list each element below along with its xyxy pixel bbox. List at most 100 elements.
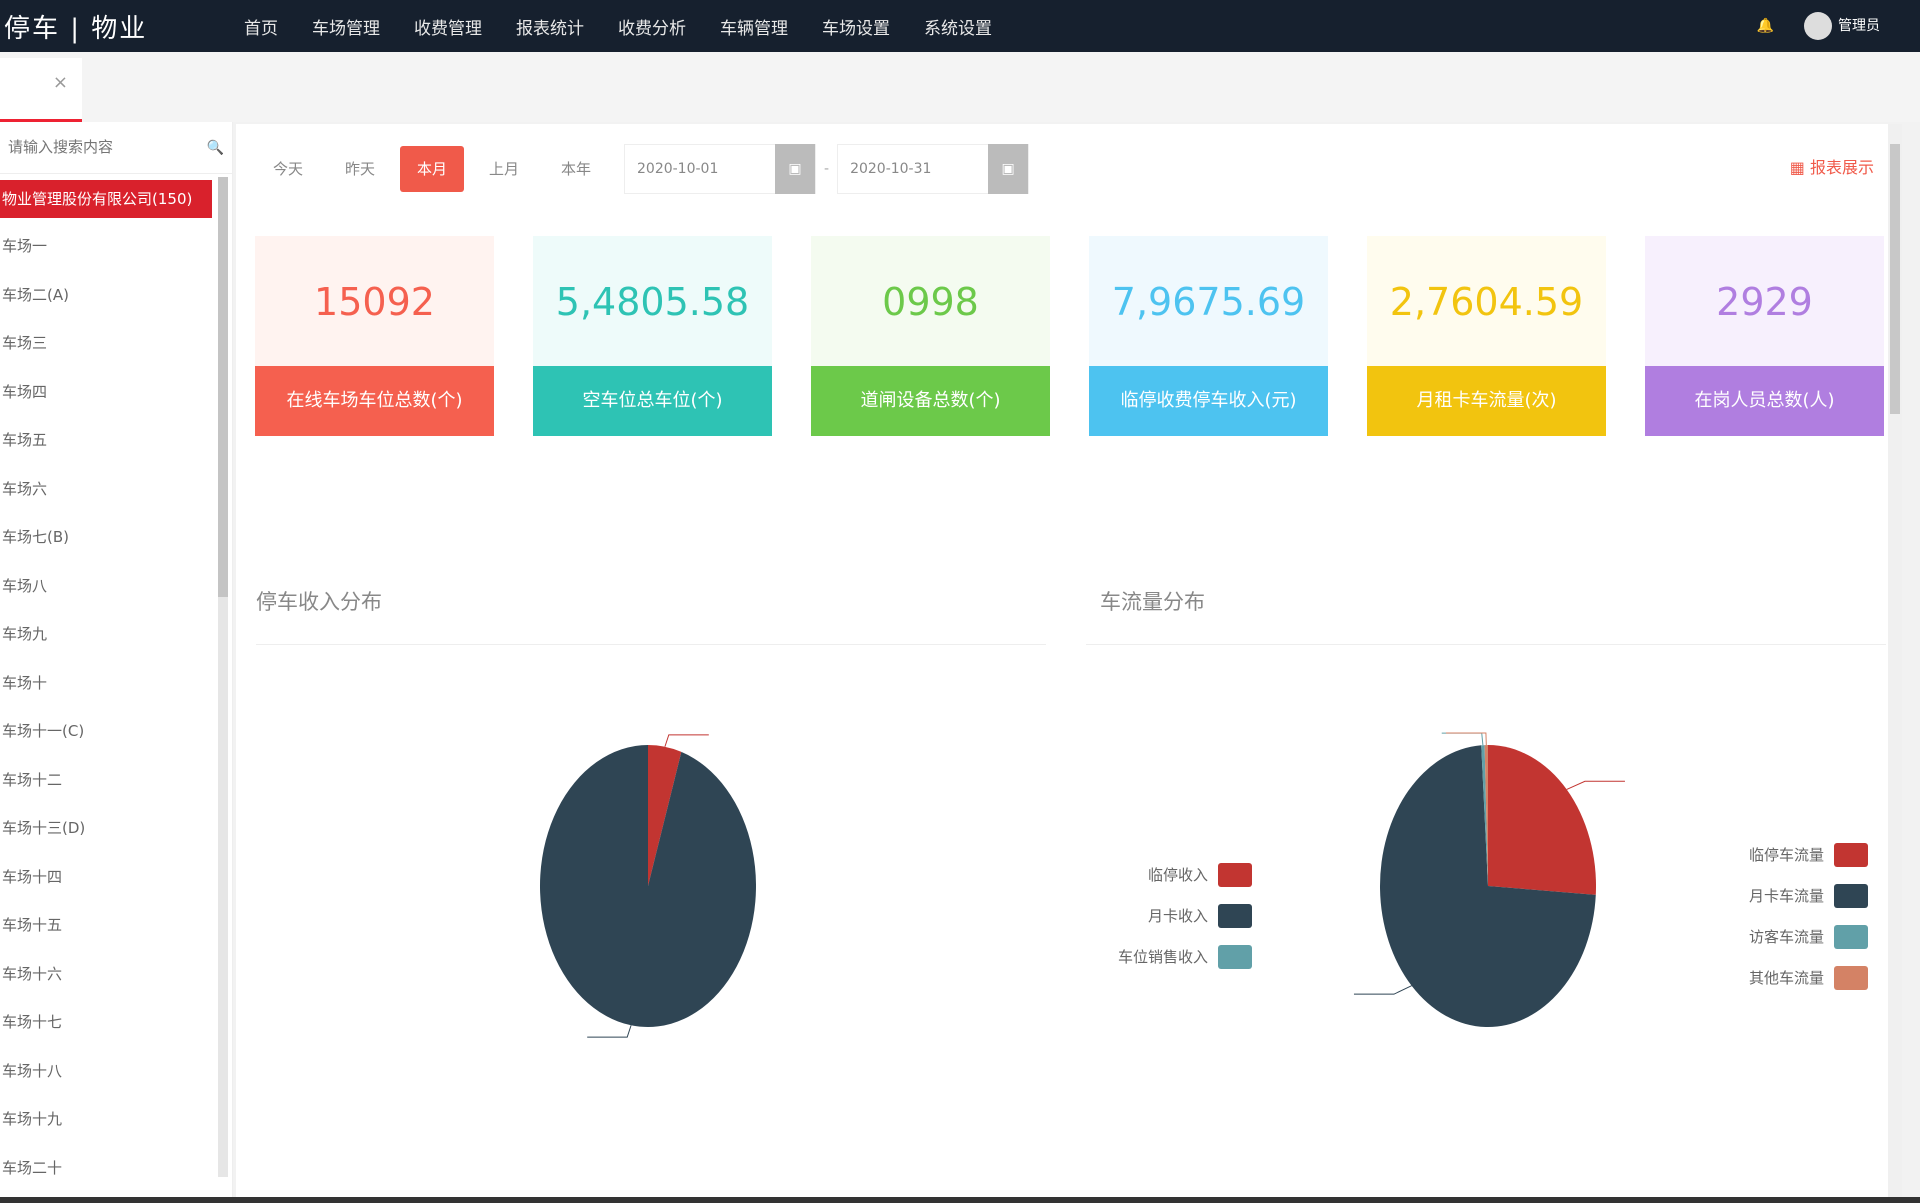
- legend-item[interactable]: 临停收入: [1118, 854, 1252, 895]
- pie-chart-income: [540, 734, 756, 1038]
- sidebar-item[interactable]: 车场十一(C): [2, 722, 85, 740]
- date-toolbar: 今天 昨天 本月 上月 本年 2020-10-01 ▣ -2020-10-31 ▣: [256, 144, 1030, 194]
- stat-label: 空车位总车位(个): [533, 366, 772, 436]
- stat-card[interactable]: 15092 在线车场车位总数(个): [255, 236, 494, 436]
- calendar-icon[interactable]: ▣: [775, 144, 815, 194]
- legend-label: 月卡车流量: [1748, 887, 1824, 905]
- tab-bar: ×: [0, 52, 1920, 122]
- stat-label: 在线车场车位总数(个): [255, 366, 494, 436]
- nav-item[interactable]: 首页: [244, 18, 278, 39]
- sidebar-item[interactable]: 车场十: [2, 673, 48, 692]
- chart-title-income: 停车收入分布: [256, 590, 382, 614]
- legend-swatch: [1218, 944, 1252, 969]
- pie-slice-0[interactable]: [1488, 745, 1596, 895]
- legend-item[interactable]: 月卡收入: [1118, 895, 1252, 936]
- legend-label: 临停车流量: [1748, 846, 1824, 864]
- pie-slice-0[interactable]: [648, 745, 682, 886]
- main-scrollbar[interactable]: [1888, 124, 1902, 1197]
- pie-slice-2[interactable]: [1481, 745, 1488, 886]
- report-label: 报表展示: [1809, 158, 1874, 177]
- sidebar-search: 🔍: [0, 122, 232, 174]
- stat-card[interactable]: 2929 在岗人员总数(人): [1645, 236, 1884, 436]
- date-range-button[interactable]: 上月: [488, 160, 519, 178]
- date-range-button[interactable]: 本月: [400, 146, 464, 192]
- stat-card[interactable]: 5,4805.58 空车位总车位(个): [533, 236, 772, 436]
- sidebar-item[interactable]: 物业管理股份有限公司(150): [0, 180, 212, 218]
- legend-label: 临停收入: [1147, 866, 1208, 884]
- stat-value: 7,9675.69: [1089, 236, 1328, 366]
- legend-item[interactable]: 其他车流量: [1749, 957, 1868, 998]
- sidebar-item[interactable]: 车场二(A): [2, 285, 69, 304]
- nav-item[interactable]: 车辆管理: [720, 18, 788, 39]
- nav-item[interactable]: 收费分析: [618, 18, 686, 39]
- legend-swatch: [1218, 903, 1252, 928]
- search-input[interactable]: [8, 139, 178, 156]
- legend-label: 月卡收入: [1147, 907, 1208, 925]
- stat-value: 2929: [1645, 236, 1884, 366]
- legend-item[interactable]: 临停车流量: [1749, 834, 1868, 875]
- legend-item[interactable]: 月卡车流量: [1749, 875, 1868, 916]
- sidebar-item[interactable]: 车场十四: [2, 867, 63, 886]
- end-date-input[interactable]: 2020-10-31 ▣: [837, 144, 1030, 194]
- sidebar-item[interactable]: 车场十五: [2, 916, 63, 934]
- stat-label: 在岗人员总数(人): [1645, 366, 1884, 436]
- date-range-button[interactable]: 昨天: [344, 160, 375, 178]
- sidebar-item[interactable]: 车场二十: [2, 1158, 63, 1177]
- sidebar-item[interactable]: 车场四: [2, 382, 48, 401]
- bell-icon[interactable]: 🔔: [1756, 18, 1774, 34]
- pie-label-line: [1441, 732, 1484, 746]
- legend-item[interactable]: 访客车流量: [1749, 916, 1868, 957]
- start-date-input[interactable]: 2020-10-01 ▣: [624, 144, 816, 194]
- date-range-button[interactable]: 本年: [560, 160, 591, 178]
- sidebar-item[interactable]: 车场八: [2, 576, 48, 595]
- legend-swatch: [1834, 883, 1868, 908]
- nav-item[interactable]: 车场设置: [822, 18, 890, 39]
- sidebar-item[interactable]: 车场十八: [2, 1061, 63, 1080]
- sidebar-item[interactable]: 车场十二: [2, 770, 63, 789]
- pie-chart-traffic: [1353, 732, 1625, 1027]
- calendar-icon[interactable]: ▣: [988, 144, 1029, 194]
- search-icon[interactable]: 🔍: [206, 139, 224, 156]
- sidebar-item[interactable]: 车场五: [2, 431, 48, 449]
- stat-cards: 15092 在线车场车位总数(个) 5,4805.58 空车位总车位(个) 0998 道闸…: [255, 236, 1884, 436]
- legend-traffic: 临停车流量月卡车流量访客车流量 其他车流量: [1749, 834, 1868, 998]
- sidebar-item[interactable]: 车场十三(D): [2, 819, 86, 837]
- stat-card[interactable]: 2,7604.59 月租卡车流量(次): [1367, 236, 1606, 436]
- legend-swatch: [1834, 965, 1868, 990]
- stat-value: 15092: [255, 236, 494, 366]
- sidebar-item[interactable]: 车场一: [2, 237, 48, 255]
- sidebar-item[interactable]: 车场十六: [2, 964, 63, 983]
- sidebar-item[interactable]: 车场七(B): [2, 528, 69, 546]
- pie-slice-1[interactable]: [1380, 745, 1596, 1027]
- legend-item[interactable]: 车位销售收入: [1118, 936, 1252, 977]
- nav-item[interactable]: 收费管理: [414, 18, 482, 39]
- sidebar-item[interactable]: 车场六: [2, 479, 48, 498]
- stat-label: 道闸设备总数(个): [811, 366, 1050, 436]
- report-view-button[interactable]: ▦ 报表展示: [1789, 158, 1874, 177]
- stat-card[interactable]: 0998 道闸设备总数(个): [811, 236, 1050, 436]
- pie-slice-3[interactable]: [1484, 745, 1488, 886]
- pie-label-line: [587, 1025, 632, 1038]
- close-icon[interactable]: ×: [52, 72, 68, 93]
- nav-item[interactable]: 车场管理: [312, 18, 380, 39]
- pie-slice-1[interactable]: [540, 745, 756, 1027]
- stat-value: 5,4805.58: [533, 236, 772, 366]
- tab-home[interactable]: ×: [0, 58, 82, 122]
- stat-label: 临停收费停车收入(元): [1089, 366, 1328, 436]
- nav-item[interactable]: 系统设置: [924, 18, 992, 39]
- main-content: 今天 昨天 本月 上月 本年 2020-10-01 ▣ -2020-10-31 ▣ ▦ 报表展示…: [236, 124, 1902, 1197]
- sidebar-item[interactable]: 车场三: [2, 334, 48, 352]
- sidebar-scrollbar[interactable]: [218, 177, 228, 1177]
- sidebar-item[interactable]: 车场九: [2, 625, 48, 643]
- pie-label-line: [664, 734, 709, 747]
- pie-label-line: [1445, 732, 1487, 746]
- sidebar-item[interactable]: 车场十九: [2, 1110, 63, 1128]
- start-date-value: 2020-10-01: [637, 161, 719, 177]
- chart-title-traffic: 车流量分布: [1100, 590, 1205, 614]
- sidebar-item[interactable]: 车场十七: [2, 1013, 63, 1031]
- date-range-button[interactable]: 今天: [272, 160, 303, 178]
- nav-item[interactable]: 报表统计: [516, 18, 584, 39]
- stat-card[interactable]: 7,9675.69 临停收费停车收入(元): [1089, 236, 1328, 436]
- user-menu[interactable]: 管理员: [1804, 12, 1880, 40]
